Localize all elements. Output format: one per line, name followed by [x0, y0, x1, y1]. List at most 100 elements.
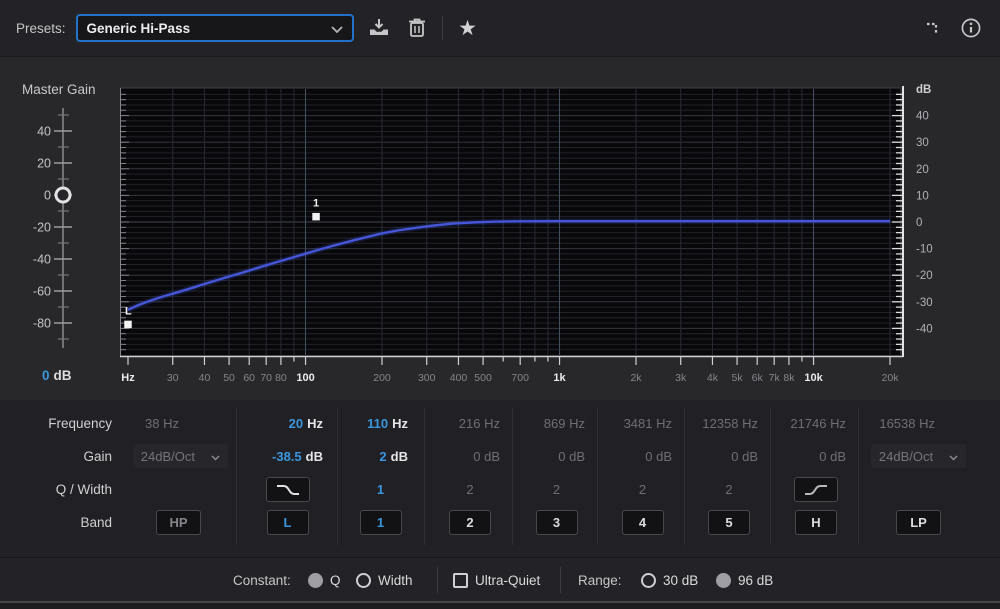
- range-30db-radio[interactable]: 30 dB: [641, 558, 698, 602]
- l-frequency-value[interactable]: 20: [288, 415, 304, 431]
- svg-text:200: 200: [373, 372, 391, 384]
- high-shelf-icon[interactable]: [794, 477, 838, 502]
- master-gain-value[interactable]: 0 dB: [42, 368, 72, 383]
- checkbox-icon: [453, 572, 468, 588]
- svg-text:50: 50: [223, 372, 235, 384]
- save-preset-icon[interactable]: [366, 15, 392, 41]
- h-frequency-value[interactable]: 21746 Hz: [790, 415, 846, 431]
- master-gain-knob[interactable]: [54, 186, 72, 204]
- constant-q-radio[interactable]: Q: [308, 558, 341, 602]
- band4-frequency-value[interactable]: 3481 Hz: [623, 415, 672, 431]
- svg-text:-80: -80: [33, 317, 51, 331]
- band5-gain-value[interactable]: 0 dB: [731, 448, 758, 464]
- delete-preset-icon[interactable]: [404, 15, 430, 41]
- svg-text:80: 80: [275, 372, 287, 384]
- svg-text:20: 20: [916, 164, 929, 176]
- chevron-down-icon: [211, 449, 220, 464]
- chevron-down-icon: [949, 449, 958, 464]
- band-table-row-labels: Frequency Gain Q / Width Band: [0, 405, 112, 548]
- svg-text:700: 700: [511, 372, 529, 384]
- frequency-row-label: Frequency: [48, 416, 112, 431]
- band-column-4: 3481 Hz 0 dB 2 4: [601, 405, 684, 548]
- svg-text:3k: 3k: [675, 372, 687, 384]
- band3-frequency-value[interactable]: 869 Hz: [543, 415, 585, 431]
- svg-text:7k: 7k: [769, 372, 781, 384]
- eq-handle-label-1: 1: [313, 198, 319, 210]
- band-column-h: 21746 Hz 0 dB H: [774, 405, 858, 548]
- band2-button[interactable]: 2: [449, 510, 491, 535]
- toolbar-separator: [441, 16, 443, 40]
- eq-handle-label-L: L: [125, 305, 132, 317]
- svg-text:-20: -20: [916, 270, 933, 282]
- preset-dropdown-value: Generic Hi-Pass: [86, 20, 191, 36]
- eq-handle-1[interactable]: [312, 212, 320, 221]
- band4-q-value[interactable]: 2: [638, 482, 647, 497]
- band3-q-value[interactable]: 2: [552, 482, 561, 497]
- radio-unselected-icon: [641, 572, 656, 588]
- svg-text:dB: dB: [916, 84, 931, 96]
- band3-gain-value[interactable]: 0 dB: [558, 448, 585, 464]
- lp-slope-dropdown[interactable]: 24dB/Oct: [870, 444, 967, 468]
- svg-text:8k: 8k: [783, 372, 795, 384]
- preset-toolbar: Presets: Generic Hi-Pass ★: [0, 0, 1000, 57]
- low-shelf-icon[interactable]: [265, 477, 310, 502]
- band2-q-value[interactable]: 2: [466, 482, 474, 497]
- info-icon[interactable]: [958, 15, 984, 41]
- band5-q-value[interactable]: 2: [725, 482, 733, 497]
- band-column-3: 869 Hz 0 dB 2 3: [516, 405, 597, 548]
- svg-text:-40: -40: [916, 323, 933, 335]
- band2-gain-value[interactable]: 0 dB: [473, 448, 500, 464]
- band1-button[interactable]: 1: [359, 510, 402, 535]
- band4-gain-value[interactable]: 0 dB: [645, 448, 672, 464]
- svg-text:40: 40: [199, 372, 211, 384]
- band3-button[interactable]: 3: [535, 510, 578, 535]
- svg-text:40: 40: [37, 125, 51, 139]
- l-gain-value[interactable]: -38.5: [272, 448, 302, 464]
- svg-text:1k: 1k: [553, 372, 566, 384]
- svg-text:0: 0: [44, 189, 51, 203]
- band5-button[interactable]: 5: [708, 510, 750, 535]
- svg-text:500: 500: [474, 372, 492, 384]
- band5-frequency-value[interactable]: 12358 Hz: [702, 415, 758, 431]
- hp-slope-dropdown[interactable]: 24dB/Oct: [132, 444, 228, 468]
- constant-label: Constant:: [233, 572, 291, 588]
- constant-width-radio[interactable]: Width: [356, 558, 413, 602]
- radio-selected-icon: [716, 572, 731, 588]
- range-96db-radio[interactable]: 96 dB: [716, 558, 773, 602]
- presets-label: Presets:: [16, 20, 66, 36]
- band-column-l: 20 Hz -38.5 dB L: [240, 405, 335, 548]
- band1-gain-value[interactable]: 2: [379, 448, 387, 464]
- eq-handle-L[interactable]: [124, 320, 132, 329]
- band-column-lp: 16538 Hz 24dB/Oct LP: [862, 405, 975, 548]
- svg-text:4k: 4k: [707, 372, 719, 384]
- h-band-button[interactable]: H: [795, 510, 837, 535]
- hp-band-button[interactable]: HP: [156, 510, 201, 535]
- svg-text:-60: -60: [33, 285, 51, 299]
- favorite-star-icon[interactable]: ★: [458, 16, 477, 40]
- ultra-quiet-checkbox[interactable]: Ultra-Quiet: [453, 558, 540, 602]
- svg-text:6k: 6k: [752, 372, 764, 384]
- band4-button[interactable]: 4: [621, 510, 664, 535]
- gain-row-label: Gain: [83, 449, 112, 464]
- svg-text:0: 0: [916, 217, 922, 229]
- channel-map-icon[interactable]: [920, 15, 946, 41]
- svg-text:2k: 2k: [630, 372, 642, 384]
- h-gain-value[interactable]: 0 dB: [819, 448, 846, 464]
- radio-unselected-icon: [356, 572, 371, 588]
- band1-frequency-value[interactable]: 110: [367, 415, 389, 431]
- band2-frequency-value[interactable]: 216 Hz: [458, 415, 500, 431]
- hp-frequency-value[interactable]: 38 Hz: [145, 415, 179, 431]
- svg-text:-10: -10: [916, 244, 933, 256]
- band1-q-value[interactable]: 1: [376, 482, 385, 497]
- preset-dropdown[interactable]: Generic Hi-Pass: [75, 14, 354, 42]
- band-column-5: 12358 Hz 0 dB 2 5: [688, 405, 770, 548]
- svg-text:10k: 10k: [804, 372, 823, 384]
- l-band-button[interactable]: L: [266, 510, 309, 535]
- lp-frequency-value[interactable]: 16538 Hz: [879, 415, 935, 431]
- lp-band-button[interactable]: LP: [896, 510, 941, 535]
- svg-text:300: 300: [418, 372, 436, 384]
- svg-text:20k: 20k: [882, 372, 900, 384]
- svg-text:30: 30: [167, 372, 179, 384]
